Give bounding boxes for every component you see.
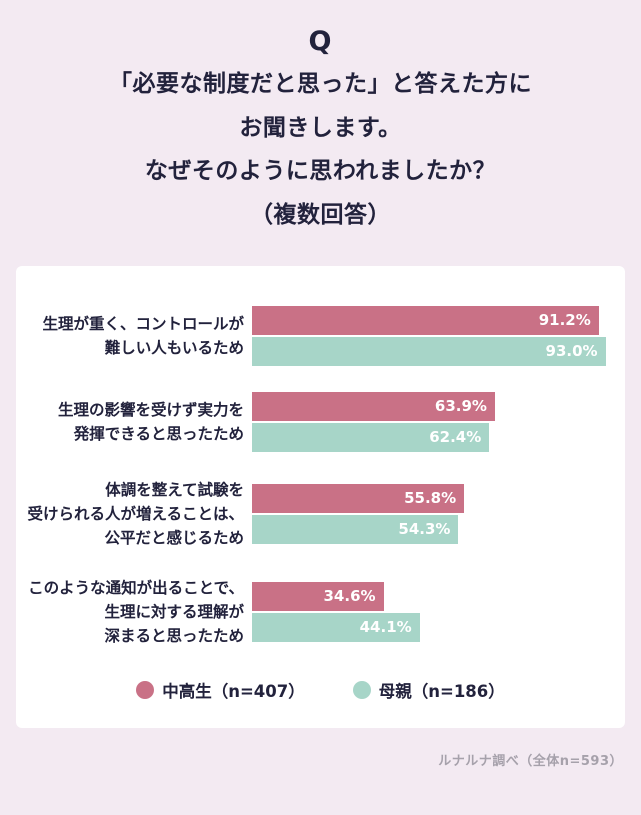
bar-mothers: 62.4% xyxy=(252,422,490,452)
legend: 中高生（n=407） 母親（n=186） xyxy=(24,678,617,702)
bar-group: 91.2% 93.0% xyxy=(252,305,617,366)
page-title: Q 「必要な制度だと思った」と答えた方に お聞きします。 なぜそのように思われま… xyxy=(0,0,641,238)
bar-value-label: 44.1% xyxy=(359,618,412,637)
bar-students: 91.2% xyxy=(252,305,599,335)
bar-value-label: 62.4% xyxy=(429,428,482,447)
bar-value-label: 63.9% xyxy=(434,397,487,416)
bar-mothers: 54.3% xyxy=(252,514,459,544)
legend-dot-students xyxy=(136,680,155,699)
bar-value-label: 93.0% xyxy=(545,342,598,361)
category-label: 体調を整えて試験を 受けられる人が増えることは、 公平だと感じるため xyxy=(27,480,244,547)
chart-row: このような通知が出ることで、 生理に対する理解が 深まると思ったため 34.6% 44.… xyxy=(24,576,617,648)
bar-value-label: 54.3% xyxy=(398,520,451,539)
bar-students: 55.8% xyxy=(252,483,465,513)
question-mark-label: Q xyxy=(308,26,333,57)
legend-label-mothers: 母親（n=186） xyxy=(378,681,505,701)
survey-chart-card: 生理が重く、コントロールが 難しい人もいるため 91.2% 93.0% 生理の影響を受け… xyxy=(16,265,625,728)
bar-students: 63.9% xyxy=(252,391,495,421)
bar-chart: 生理が重く、コントロールが 難しい人もいるため 91.2% 93.0% 生理の影響を受け… xyxy=(24,305,617,648)
title-line-2: お聞きします。 xyxy=(239,114,402,141)
bar-value-label: 55.8% xyxy=(404,489,457,508)
bar-value-label: 91.2% xyxy=(538,311,591,330)
bar-group: 34.6% 44.1% xyxy=(252,581,617,642)
title-line-3: なぜそのように思われましたか？ xyxy=(144,158,497,185)
legend-label-students: 中高生（n=407） xyxy=(162,681,305,701)
footer-credit: ルナルナ調べ（全体n=593） xyxy=(438,753,623,769)
bar-value-label: 34.6% xyxy=(323,587,376,606)
bar-group: 63.9% 62.4% xyxy=(252,391,617,452)
title-line-1: 「必要な制度だと思った」と答えた方に xyxy=(109,71,532,97)
category-label: 生理が重く、コントロールが 難しい人もいるため xyxy=(42,314,244,357)
bar-students: 34.6% xyxy=(252,581,384,611)
category-label: 生理の影響を受けず実力を 発揮できると思ったため xyxy=(57,400,244,443)
bar-mothers: 93.0% xyxy=(252,336,606,366)
legend-dot-mothers xyxy=(352,680,371,699)
bar-group: 55.8% 54.3% xyxy=(252,483,617,544)
chart-row: 体調を整えて試験を 受けられる人が増えることは、 公平だと感じるため 55.8% 54.… xyxy=(24,478,617,550)
legend-item-mothers: 母親（n=186） xyxy=(352,678,505,702)
title-line-4: （複数回答） xyxy=(250,202,391,229)
category-label: このような通知が出ることで、 生理に対する理解が 深まると思ったため xyxy=(28,578,244,645)
legend-item-students: 中高生（n=407） xyxy=(136,678,305,702)
chart-row: 生理が重く、コントロールが 難しい人もいるため 91.2% 93.0% xyxy=(24,305,617,366)
chart-row: 生理の影響を受けず実力を 発揮できると思ったため 63.9% 62.4% xyxy=(24,391,617,452)
bar-mothers: 44.1% xyxy=(252,612,420,642)
